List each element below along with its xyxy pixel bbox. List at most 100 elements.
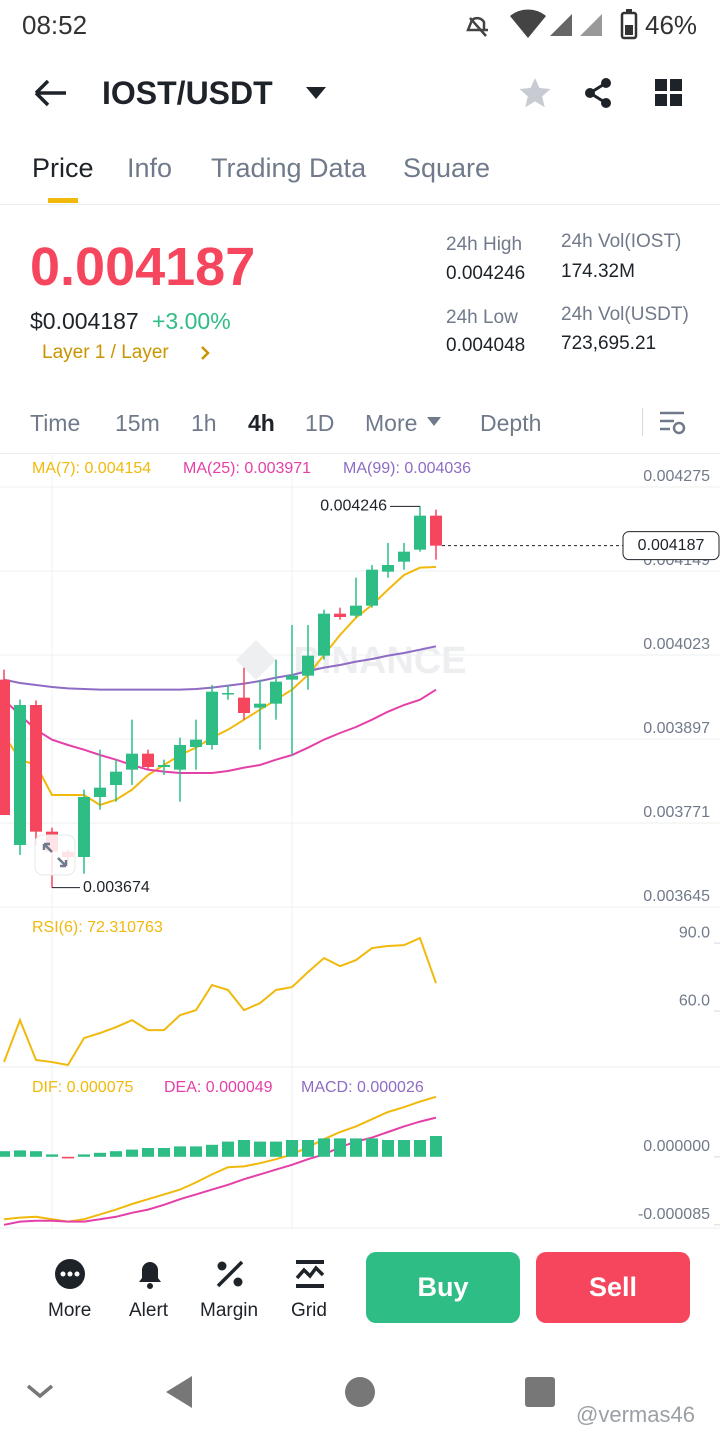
macd-bar bbox=[286, 1140, 298, 1157]
y-tick-label: 0.003645 bbox=[643, 888, 710, 905]
buy-button[interactable]: Buy bbox=[366, 1252, 520, 1323]
tab[interactable]: Trading Data bbox=[211, 153, 367, 183]
action-label[interactable]: More bbox=[48, 1300, 92, 1321]
interval[interactable]: Time bbox=[30, 410, 81, 436]
indicator-line bbox=[3, 936, 437, 1067]
nav-recents[interactable] bbox=[525, 1377, 555, 1407]
macd-bar bbox=[158, 1148, 170, 1157]
macd-bar bbox=[126, 1149, 138, 1157]
divider bbox=[0, 453, 720, 454]
divider bbox=[0, 204, 720, 205]
layout-button[interactable] bbox=[654, 78, 684, 108]
credit: @vermas46 bbox=[576, 1402, 695, 1427]
y-tick-label: 0.004275 bbox=[643, 468, 710, 485]
candle-body bbox=[142, 753, 154, 767]
candle-body bbox=[270, 681, 282, 704]
action-label[interactable]: Alert bbox=[129, 1300, 169, 1321]
nav-hide[interactable] bbox=[26, 1384, 54, 1399]
indicator-line bbox=[3, 1116, 437, 1226]
candle-body bbox=[286, 675, 298, 680]
status-icons bbox=[466, 9, 602, 39]
alert-icon[interactable] bbox=[134, 1258, 166, 1290]
candle-body bbox=[302, 655, 314, 676]
interval[interactable]: 1h bbox=[191, 410, 217, 436]
more-icon[interactable] bbox=[54, 1258, 86, 1290]
low-marker: 0.003674 bbox=[83, 879, 150, 896]
interval[interactable]: 15m bbox=[115, 410, 160, 436]
expand-button[interactable] bbox=[34, 834, 76, 876]
candle-body bbox=[30, 705, 42, 832]
macd-bar bbox=[366, 1138, 378, 1157]
legend-label: MACD: 0.000026 bbox=[301, 1079, 424, 1096]
favorite-star[interactable] bbox=[518, 76, 552, 110]
sector-tag[interactable]: Layer 1 / Layer bbox=[42, 342, 169, 363]
interval[interactable]: More bbox=[365, 410, 418, 436]
candle-body bbox=[350, 605, 362, 616]
macd-bar bbox=[302, 1140, 314, 1157]
y-tick-label: 0.004023 bbox=[643, 636, 710, 653]
stat-label: 24h Vol(IOST) bbox=[561, 231, 682, 252]
stat-label: 24h Vol(USDT) bbox=[561, 304, 689, 325]
usd-price: $0.004187 bbox=[30, 308, 139, 334]
candle-body bbox=[254, 703, 266, 708]
macd-bar bbox=[94, 1152, 106, 1157]
interval[interactable]: Depth bbox=[480, 410, 542, 436]
high-marker: 0.004246 bbox=[320, 498, 387, 515]
nav-home[interactable] bbox=[345, 1377, 375, 1407]
price-change: +3.00% bbox=[152, 308, 231, 334]
pair-dropdown[interactable] bbox=[304, 84, 328, 102]
battery-icon bbox=[620, 9, 638, 40]
margin-icon[interactable] bbox=[214, 1258, 246, 1290]
macd-bar bbox=[318, 1138, 330, 1157]
separator bbox=[642, 408, 643, 436]
candle-body bbox=[174, 745, 186, 770]
y-tick-label: 90.0 bbox=[679, 924, 710, 941]
macd-bar bbox=[398, 1140, 410, 1157]
back-button[interactable] bbox=[30, 76, 70, 110]
macd-bar bbox=[270, 1141, 282, 1157]
legend-label: DEA: 0.000049 bbox=[164, 1079, 273, 1096]
grid-icon[interactable] bbox=[294, 1258, 326, 1290]
stat-label: 24h High bbox=[446, 234, 523, 255]
share-button[interactable] bbox=[582, 76, 616, 110]
macd-bar bbox=[382, 1140, 394, 1157]
macd-bar bbox=[110, 1151, 122, 1157]
tab[interactable]: Price bbox=[32, 153, 94, 183]
tag-chevron bbox=[201, 346, 210, 360]
watermark-logo bbox=[236, 640, 276, 680]
y-tick-label: -0.000085 bbox=[638, 1206, 710, 1223]
action-label[interactable]: Margin bbox=[200, 1300, 259, 1321]
sell-button[interactable]: Sell bbox=[536, 1252, 690, 1323]
indicator-line bbox=[3, 688, 437, 774]
candle-body bbox=[110, 771, 122, 785]
y-tick-label: 60.0 bbox=[679, 992, 710, 1009]
candle-body bbox=[430, 515, 442, 546]
pair-title[interactable]: IOST/USDT bbox=[102, 75, 273, 111]
candle-body bbox=[382, 565, 394, 572]
kline-chart: BINANCE 0.0042750.0041490.0040230.003897… bbox=[0, 455, 720, 1229]
candle-body bbox=[94, 787, 106, 797]
chart-settings[interactable] bbox=[658, 408, 688, 438]
interval[interactable]: 1D bbox=[305, 410, 335, 436]
stat-label: 24h Low bbox=[446, 307, 518, 328]
tab[interactable]: Info bbox=[127, 153, 173, 183]
indicator-line bbox=[3, 645, 437, 691]
legend-label: MA(99): 0.004036 bbox=[343, 460, 471, 477]
stat-value: 0.004246 bbox=[446, 263, 526, 284]
macd-bar bbox=[142, 1148, 154, 1157]
more-dropdown bbox=[427, 417, 441, 426]
candle-body bbox=[126, 753, 138, 770]
interval[interactable]: 4h bbox=[248, 410, 275, 436]
battery-level: 46% bbox=[645, 10, 698, 40]
macd-bar bbox=[334, 1138, 346, 1157]
candle-body bbox=[0, 679, 10, 815]
nav-back[interactable] bbox=[166, 1376, 192, 1408]
tab-indicator bbox=[48, 198, 78, 203]
tab[interactable]: Square bbox=[403, 153, 491, 183]
stat-value: 0.004048 bbox=[446, 335, 526, 356]
action-label[interactable]: Grid bbox=[291, 1300, 327, 1321]
macd-bar bbox=[222, 1141, 234, 1157]
candle-body bbox=[14, 705, 26, 845]
macd-bar bbox=[238, 1140, 250, 1157]
